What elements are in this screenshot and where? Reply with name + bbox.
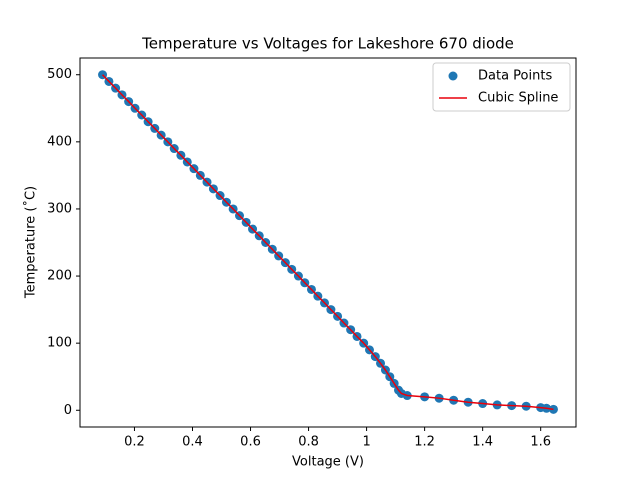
x-tick-label: 0.2 [124,435,145,450]
x-tick-label: 0.8 [298,435,319,450]
x-tick-label: 1.6 [530,435,551,450]
y-tick-label: 300 [47,201,72,216]
x-tick-label: 1 [362,435,370,450]
y-tick-label: 200 [47,269,72,284]
y-tick-label: 400 [47,134,72,149]
x-tick-label: 1.4 [472,435,493,450]
y-axis-label: Temperature (˚C) [23,186,39,299]
y-tick-label: 0 [64,403,72,418]
spline-line [102,74,554,411]
x-tick-label: 1.2 [414,435,435,450]
x-axis-label: Voltage (V) [292,455,364,470]
legend-label: Data Points [478,69,552,84]
y-tick-label: 100 [47,336,72,351]
x-tick-label: 0.4 [182,435,203,450]
x-tick-label: 0.6 [240,435,261,450]
plot-frame [79,57,577,428]
legend-box [432,62,571,112]
y-tick-label: 500 [47,67,72,82]
legend-label: Cubic Spline [478,91,558,106]
chart-title: Temperature vs Voltages for Lakeshore 67… [141,35,514,53]
legend-swatch [448,71,458,81]
